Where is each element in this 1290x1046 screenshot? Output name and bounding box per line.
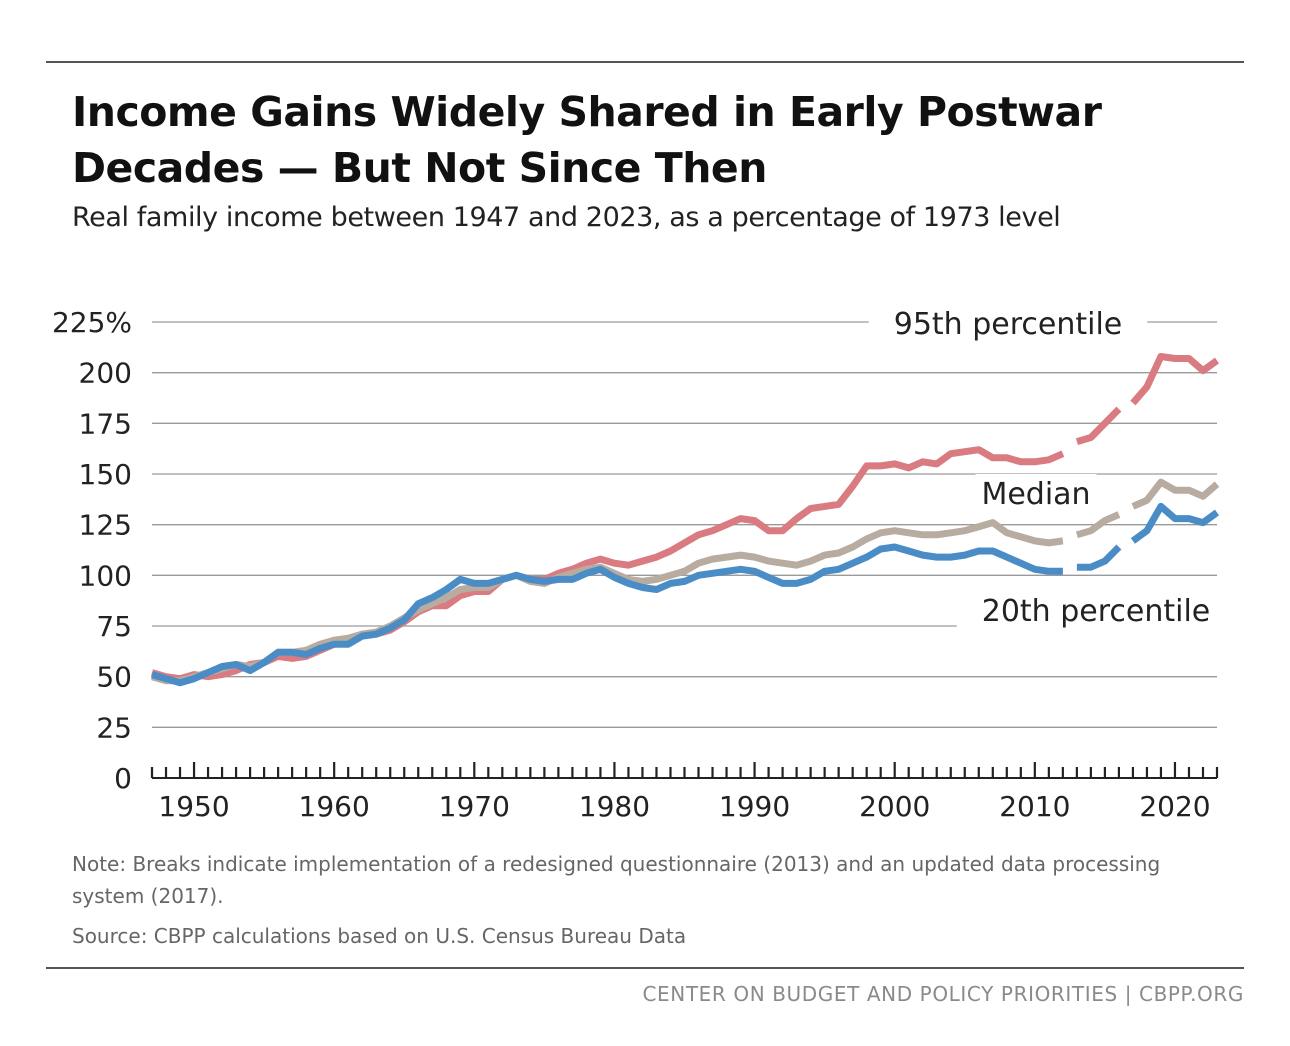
x-tick-label: 2020 [1139, 790, 1210, 823]
series-line-95th-percentile-segment-1 [151, 446, 1065, 683]
series-line-95th-percentile-segment-3 [1130, 353, 1220, 406]
series-line-95th-percentile-segment-2 [1075, 406, 1122, 445]
series-label-background [956, 591, 1236, 631]
y-tick-label: 50 [96, 661, 132, 694]
y-tick-label: 150 [79, 458, 132, 491]
chart-subtitle: Real family income between 1947 and 2023… [72, 202, 1061, 233]
chart-title: Income Gains Widely Shared in Early Post… [72, 88, 1102, 192]
y-tick-label: 225% [52, 306, 132, 339]
x-axis: 1950 1960 1970 1980 1990 2000 2010 2020 [150, 762, 1219, 823]
series-label-95th-percentile: 95th percentile [894, 307, 1123, 342]
x-tick-label: 1970 [439, 790, 510, 823]
x-tick-label: 1950 [158, 790, 229, 823]
series-label-background [868, 304, 1148, 344]
x-tick-label: 1990 [719, 790, 790, 823]
y-tick-label: 175 [79, 407, 132, 440]
y-tick-label: 200 [79, 357, 132, 390]
x-tick-label: 1980 [579, 790, 650, 823]
series-label-background [975, 474, 1097, 514]
y-tick-label: 0 [114, 762, 132, 795]
chart-source: Source: CBPP calculations based on U.S. … [72, 924, 687, 948]
gridlines [152, 321, 1217, 728]
x-tick-label: 2000 [859, 790, 930, 823]
series-label-20th-percentile: 20th percentile [982, 594, 1211, 629]
series-line-20th-percentile-segment-2 [1076, 544, 1122, 571]
series-line-median-segment-3 [1131, 478, 1220, 510]
y-tick-label: 100 [79, 559, 132, 592]
y-tick-label: 25 [96, 711, 132, 744]
bottom-rule [46, 967, 1244, 969]
top-rule [46, 61, 1244, 63]
x-tick-label: 2010 [999, 790, 1070, 823]
y-tick-label: 75 [96, 610, 132, 643]
series-line-median-segment-2 [1075, 511, 1121, 539]
series-labels: 95th percentile Median 20th percentile [868, 304, 1236, 631]
y-axis: 0 25 50 75 100 125 150 175 200 225% [52, 306, 132, 795]
series-lines [151, 353, 1220, 687]
y-tick-label: 125 [79, 509, 132, 542]
x-tick-label: 1960 [299, 790, 370, 823]
series-line-20th-percentile-segment-3 [1130, 502, 1220, 544]
series-line-20th-percentile-segment-1 [151, 543, 1063, 687]
series-label-median: Median [981, 477, 1090, 512]
footer-credit: CENTER ON BUDGET AND POLICY PRIORITIES |… [642, 982, 1244, 1006]
chart-note: Note: Breaks indicate implementation of … [72, 852, 1161, 908]
